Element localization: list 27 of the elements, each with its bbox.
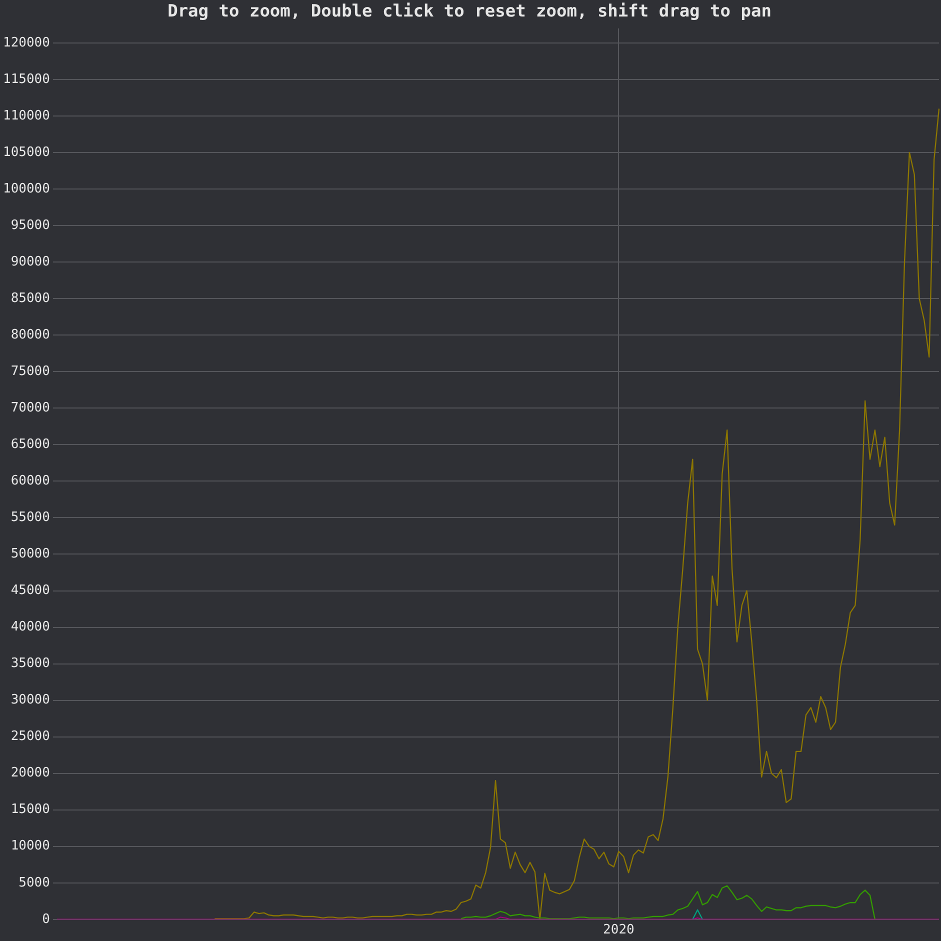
y-tick-label: 65000 [10, 437, 50, 452]
y-tick-label: 70000 [10, 400, 50, 416]
y-tick-label: 55000 [10, 510, 50, 526]
y-tick-label: 95000 [10, 218, 50, 233]
y-tick-label: 10000 [10, 838, 50, 854]
y-tick-label: 5000 [18, 875, 50, 890]
y-tick-label: 45000 [10, 583, 50, 598]
y-tick-label: 100000 [2, 181, 50, 196]
y-tick-label: 30000 [10, 692, 50, 708]
y-tick-label: 15000 [10, 802, 50, 818]
y-tick-label: 0 [42, 912, 50, 927]
y-tick-label: 75000 [10, 364, 50, 380]
y-tick-label: 35000 [10, 656, 50, 672]
y-tick-label: 85000 [10, 290, 50, 306]
y-tick-label: 120000 [2, 35, 50, 50]
y-tick-label: 50000 [10, 546, 50, 562]
y-tick-label: 110000 [2, 108, 50, 124]
x-tick-label: 2020 [603, 922, 634, 938]
y-tick-label: 25000 [10, 729, 50, 744]
y-tick-label: 20000 [10, 766, 50, 781]
y-tick-label: 115000 [2, 72, 50, 87]
y-tick-label: 60000 [10, 474, 50, 489]
y-tick-label: 90000 [10, 254, 50, 270]
y-tick-label: 40000 [10, 620, 50, 635]
y-tick-label: 105000 [2, 144, 50, 160]
y-tick-label: 80000 [10, 328, 50, 343]
chart-title: Drag to zoom, Double click to reset zoom, shift drag to pan [168, 2, 772, 22]
